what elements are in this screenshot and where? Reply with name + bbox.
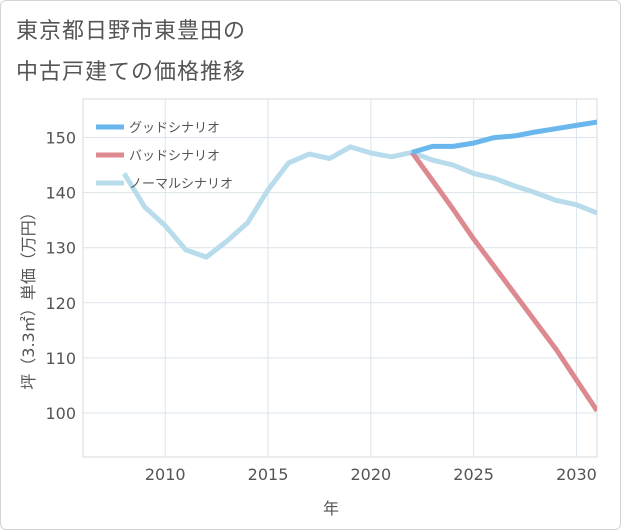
x-axis-label: 年 <box>323 499 339 518</box>
y-tick-label-130: 130 <box>45 239 76 258</box>
legend-label-normal: ノーマルシナリオ <box>129 177 233 192</box>
x-tick-label-2010: 2010 <box>145 465 186 484</box>
y-axis-label: 坪（3.3㎡）単価（万円） <box>19 204 38 389</box>
series-line-good <box>411 119 597 155</box>
series-layer <box>121 119 597 413</box>
chart-title-line-2: 中古戸建ての価格推移 <box>16 60 247 85</box>
grid <box>83 99 597 457</box>
y-axis: 100 110 120 130 140 150 <box>45 129 76 423</box>
y-tick-label-140: 140 <box>45 184 76 203</box>
x-tick-label-2030: 2030 <box>556 465 597 484</box>
legend-label-bad: バッドシナリオ <box>129 149 220 164</box>
x-axis: 2010 2015 2020 2025 2030 <box>145 465 597 484</box>
legend-label-good: グッドシナリオ <box>129 121 220 136</box>
series-line-bad <box>409 150 597 413</box>
y-tick-label-120: 120 <box>45 294 76 313</box>
x-tick-label-2025: 2025 <box>453 465 494 484</box>
x-tick-label-2015: 2015 <box>248 465 289 484</box>
chart-title-line-1: 東京都日野市東豊田の <box>16 19 247 44</box>
series-line-normal <box>121 144 597 260</box>
y-tick-label-100: 100 <box>45 404 76 423</box>
x-tick-label-2020: 2020 <box>350 465 391 484</box>
y-tick-label-110: 110 <box>45 349 76 368</box>
y-tick-label-150: 150 <box>45 129 76 148</box>
plot-background <box>82 98 598 458</box>
